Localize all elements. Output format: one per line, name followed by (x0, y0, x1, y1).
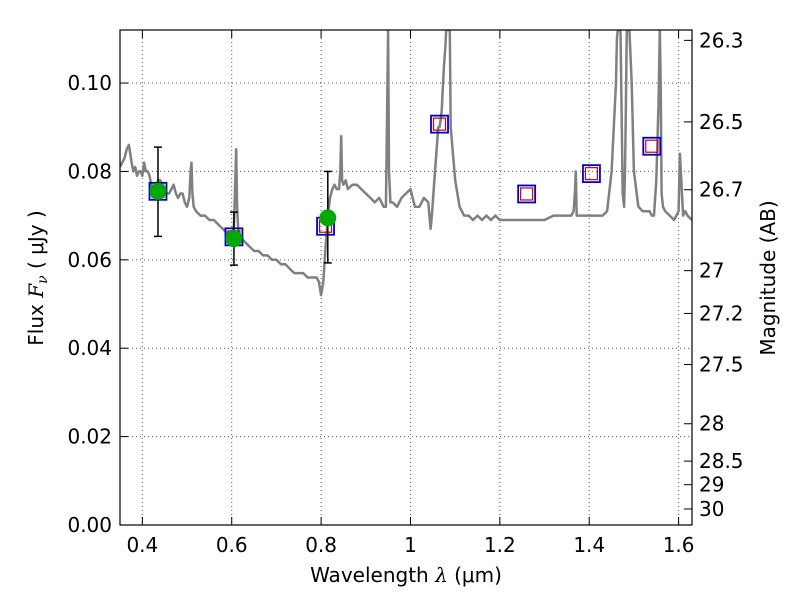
y2-tick-label: 27.5 (699, 353, 744, 377)
y2-tick-label: 29 (699, 473, 724, 497)
model-point-inner (584, 167, 599, 181)
y2-tick-label: 28 (699, 412, 724, 436)
y-tick-label: 0.04 (67, 336, 112, 360)
observed-point (149, 182, 167, 200)
plot-data-layer (120, 30, 692, 297)
y2-tick-label: 28.5 (699, 449, 744, 473)
model-point-box (582, 164, 601, 184)
x-tick-label: 1.2 (484, 533, 516, 557)
y-tick-label: 0.02 (67, 425, 112, 449)
observed-point (225, 230, 243, 248)
y-axis-label: Flux Fν ( μJy ) (24, 210, 51, 345)
y-tick-label: 0.10 (67, 71, 112, 95)
y-axis-label-subscript: ν (35, 275, 51, 284)
y2-tick-label: 27 (699, 259, 724, 283)
y2-tick-label: 26.3 (699, 28, 744, 52)
y-tick-label: 0.08 (67, 159, 112, 183)
y2-tick-label: 27.2 (699, 301, 744, 325)
y2-tick-label: 26.5 (699, 110, 744, 134)
y-tick-label: 0.06 (67, 248, 112, 272)
y-axis-label-symbol: F (24, 283, 48, 299)
tick-layer: 0.4 0.6 0.8 1 1.2 1.4 1.6 0.00 0.02 0.04 0.06 0.08 0… (67, 28, 743, 557)
plot-frame (119, 29, 693, 526)
y-tick-label: 0.00 (67, 513, 112, 537)
y2-tick-label: 30 (699, 497, 724, 521)
model-point-box (642, 136, 662, 156)
x-tick-label: 0.6 (216, 533, 248, 557)
x-tick-label: 0.4 (126, 533, 158, 557)
model-point-inner (432, 117, 447, 131)
x-axis-label: Wavelength λ (μm) (310, 563, 502, 587)
x-axis-label-symbol: λ (434, 563, 448, 587)
model-point-inner (520, 187, 534, 201)
x-tick-label: 0.8 (305, 533, 337, 557)
x-tick-label: 1 (404, 533, 417, 557)
x-tick-label: 1.6 (663, 533, 695, 557)
model-point-box (430, 114, 449, 134)
sed-line (120, 30, 692, 297)
y2-tick-label: 26.7 (699, 178, 744, 202)
model-point-inner (645, 139, 659, 153)
observed-point (319, 209, 337, 227)
x-tick-label: 1.4 (573, 533, 605, 557)
y2-axis-label: Magnitude (AB) (756, 200, 780, 355)
model-point-box (517, 184, 537, 204)
